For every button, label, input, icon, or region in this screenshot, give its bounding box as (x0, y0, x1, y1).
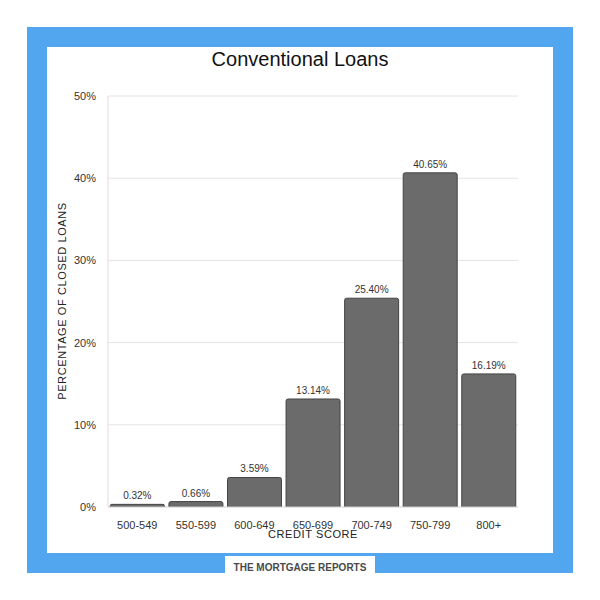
svg-text:Conventional Loans: Conventional Loans (212, 48, 389, 70)
svg-text:40%: 40% (74, 172, 96, 184)
svg-text:0%: 0% (80, 501, 96, 513)
svg-text:10%: 10% (74, 419, 96, 431)
svg-text:800+: 800+ (476, 519, 501, 531)
svg-text:600-649: 600-649 (234, 519, 274, 531)
svg-text:THE MORTGAGE REPORTS: THE MORTGAGE REPORTS (234, 562, 367, 573)
svg-text:16.19%: 16.19% (472, 360, 506, 371)
svg-text:0.32%: 0.32% (123, 490, 151, 501)
svg-text:PERCENTAGE OF CLOSED LOANS: PERCENTAGE OF CLOSED LOANS (56, 202, 68, 400)
svg-text:30%: 30% (74, 254, 96, 266)
svg-text:650-699: 650-699 (293, 519, 333, 531)
svg-text:13.14%: 13.14% (296, 385, 330, 396)
svg-text:25.40%: 25.40% (355, 284, 389, 295)
svg-text:20%: 20% (74, 337, 96, 349)
svg-text:3.59%: 3.59% (240, 463, 268, 474)
svg-text:500-549: 500-549 (117, 519, 157, 531)
svg-text:550-599: 550-599 (176, 519, 216, 531)
svg-text:700-749: 700-749 (351, 519, 391, 531)
svg-text:750-799: 750-799 (410, 519, 450, 531)
svg-text:CREDIT SCORE: CREDIT SCORE (268, 528, 358, 540)
svg-text:0.66%: 0.66% (182, 488, 210, 499)
svg-text:50%: 50% (74, 90, 96, 102)
svg-text:40.65%: 40.65% (413, 159, 447, 170)
